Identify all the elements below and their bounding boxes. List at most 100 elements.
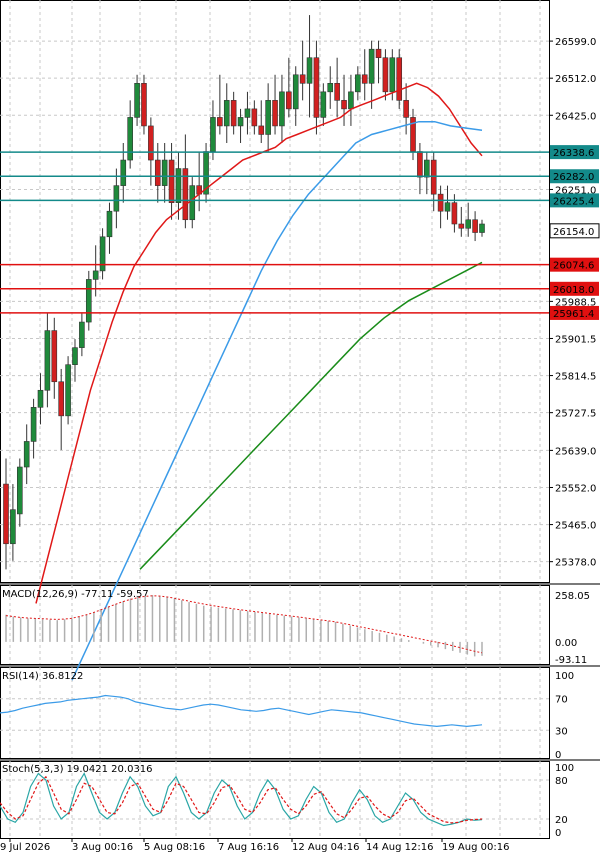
stoch-y-label: 0: [555, 828, 561, 839]
candle-body: [417, 151, 423, 178]
rsi-y-label: 0: [555, 750, 561, 761]
price-axis: 26599.0 26512.0 26425.0 26251.0 25988.5 25901…: [549, 37, 600, 569]
rsi-panel: RSI(14) 36.8122 100 70 30 0: [0, 671, 574, 761]
candle-body: [361, 74, 368, 84]
main-frame: [0, 0, 550, 583]
current-price-box: [549, 223, 600, 239]
y-tick-label: 25378.0: [555, 558, 596, 569]
candle-body: [217, 117, 223, 127]
candle-body: [375, 48, 382, 59]
candle-body: [182, 168, 189, 221]
price-panel: [0, 15, 549, 681]
x-tick-label: 19 Aug 00:16: [442, 842, 509, 853]
level-label: 26225.4: [553, 196, 594, 207]
candle-body: [148, 125, 154, 161]
candle-body: [479, 223, 485, 233]
candle-body: [127, 117, 133, 161]
candle-body: [368, 48, 375, 84]
stoch-k-line: [0, 772, 483, 827]
level-label-box: [550, 257, 599, 272]
x-tick-label: 12 Aug 04:16: [292, 842, 359, 853]
candle-body: [175, 168, 182, 203]
macd-y-label: 258.05: [555, 591, 590, 602]
y-tick-label: 25639.0: [555, 446, 596, 457]
candle-body: [99, 236, 106, 272]
candle-body: [389, 57, 396, 93]
macd-signal-line: [5, 595, 483, 654]
candle-body: [403, 100, 409, 118]
candle-body: [334, 83, 340, 101]
candle-body: [458, 223, 465, 229]
rsi-y-label: 70: [555, 695, 568, 706]
ma-green-line: [139, 261, 483, 570]
x-tick-label: 3 Aug 00:16: [72, 842, 133, 853]
level-label-box: [550, 193, 599, 208]
candle-body: [286, 91, 292, 110]
level-label: 26018.0: [553, 285, 594, 296]
candle-body: [265, 100, 271, 135]
y-tick-label: 25727.5: [555, 409, 596, 420]
candle-body: [210, 117, 216, 152]
candle-body: [120, 159, 127, 186]
rsi-line: [0, 694, 483, 728]
candle-body: [58, 381, 64, 417]
x-tick-label: 14 Aug 12:16: [366, 842, 433, 853]
candle-body: [244, 108, 251, 118]
candle-body: [251, 108, 258, 127]
candle-body: [430, 159, 437, 195]
candle-body: [237, 117, 244, 127]
candle-body: [299, 74, 306, 84]
candle-body: [313, 57, 320, 118]
candle-body: [189, 185, 196, 221]
candle-body: [168, 159, 175, 203]
candle-body: [292, 74, 299, 110]
y-tick-label: 26251.0: [555, 185, 596, 196]
candle-body: [3, 483, 9, 545]
level-label-box: [550, 305, 599, 320]
level-label: 25961.4: [553, 309, 594, 320]
ma-blue-line: [71, 120, 483, 681]
candle-body: [258, 125, 265, 135]
macd-y-label: -93.11: [555, 655, 587, 666]
candle-body: [37, 389, 44, 408]
candle-body: [141, 83, 147, 127]
candle-body: [444, 202, 451, 212]
panel-separator: [0, 759, 600, 761]
y-tick-label: 26512.0: [555, 74, 596, 85]
candle-body: [44, 330, 51, 391]
x-tick-label: 7 Aug 16:16: [218, 842, 279, 853]
rsi-y-label: 100: [555, 671, 574, 682]
candle-body: [92, 270, 99, 280]
x-tick-label: 9 Jul 2026: [0, 842, 50, 853]
candle-body: [106, 210, 113, 238]
current-price-label: 26154.0: [553, 227, 594, 238]
stoch-panel: Stoch(5,3,3) 19.0421 20.0316 100 80 20 0: [0, 763, 574, 839]
macd-panel: MACD(12,26,9) -77.11 -59.57 258.05 0.00 -9…: [2, 589, 590, 666]
candle-body: [113, 185, 120, 212]
candle-body: [327, 83, 334, 93]
macd-frame: [0, 585, 550, 665]
candle-body: [30, 407, 37, 442]
stoch-title: Stoch(5,3,3) 19.0421 20.0316: [2, 764, 153, 775]
y-tick-label: 25814.5: [555, 372, 596, 383]
y-tick-label: 25465.0: [555, 521, 596, 532]
candle-body: [355, 74, 361, 93]
panel-separator: [0, 665, 600, 667]
candle-body: [85, 279, 92, 323]
stoch-y-label: 100: [555, 763, 574, 774]
candle-body: [465, 219, 472, 229]
ma-red-line: [35, 82, 483, 604]
candle-body: [134, 83, 140, 118]
level-label-box: [550, 281, 599, 296]
stoch-frame: [0, 761, 550, 839]
candle-body: [341, 100, 347, 110]
level-label: 26074.6: [553, 261, 594, 272]
candle-body: [437, 193, 444, 212]
level-label: 26282.0: [553, 172, 594, 183]
macd-y-label: 0.00: [555, 638, 577, 649]
level-label-box: [550, 169, 599, 184]
candle-body: [161, 159, 168, 186]
candle-body: [16, 466, 23, 515]
candle-body: [424, 159, 430, 178]
candle-body: [279, 91, 285, 127]
